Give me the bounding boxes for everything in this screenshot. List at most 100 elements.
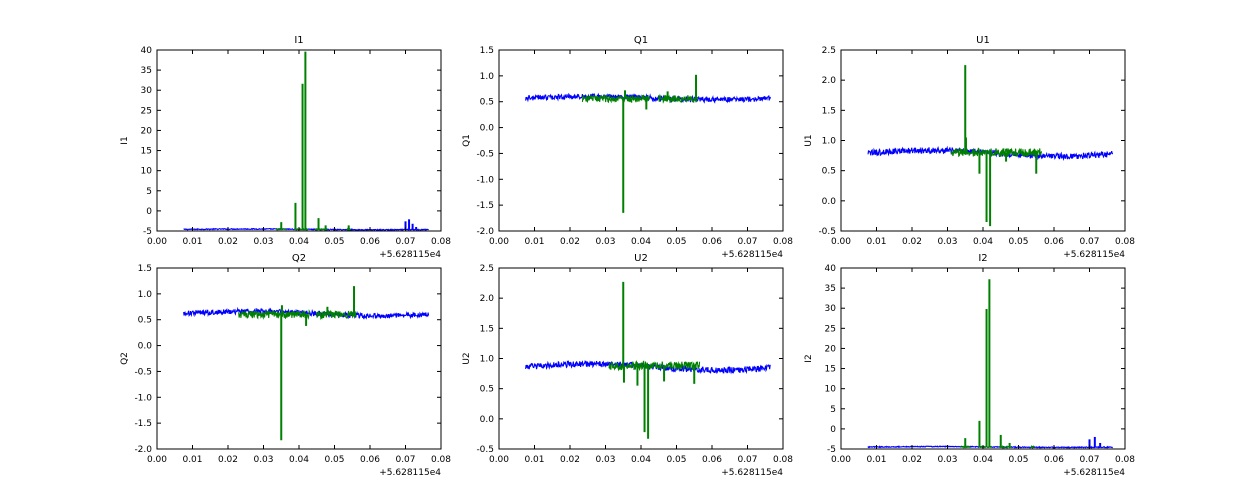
x-tick-label: 0.08	[1115, 455, 1135, 465]
x-tick-label: 0.05	[666, 237, 686, 247]
blue-series-line-0	[183, 306, 430, 320]
y-tick-label: 0.5	[822, 167, 836, 177]
x-tick-label: 0.02	[218, 237, 238, 247]
y-tick-label: 2.5	[822, 46, 836, 56]
y-tick-label: 0.0	[480, 415, 495, 425]
y-tick-label: 2.0	[822, 76, 837, 86]
green-series-line-1	[658, 93, 699, 104]
y-tick-label: 5	[146, 187, 152, 197]
x-tick-label: 0.00	[489, 455, 509, 465]
y-tick-label: 1.5	[480, 46, 494, 56]
axes-frame	[498, 49, 784, 232]
plot-area	[525, 281, 771, 439]
plot-area	[525, 74, 772, 213]
green-series-line-3	[346, 226, 351, 231]
y-tick-label: 0.5	[480, 98, 494, 108]
x-tick-label: 0.03	[595, 237, 615, 247]
x-tick-label: 0.00	[489, 237, 509, 247]
plot-area	[867, 65, 1114, 227]
y-tick-label: -0.5	[134, 367, 152, 377]
x-tick-label: 0.06	[1044, 237, 1064, 247]
subplot-i1: 0.00 0.01 0.02 0.03 0.04 0.05 0.06 0.07 0.08 -5 0 5…	[120, 35, 451, 260]
green-series-line-2	[998, 444, 1012, 449]
y-tick-label: 20	[825, 344, 837, 354]
y-tick-label: 0.5	[138, 316, 152, 326]
x-tick-label: 0.03	[253, 237, 273, 247]
subplot-u2: 0.00 0.01 0.02 0.03 0.04 0.05 0.06 0.07 0.08 -0.5…	[462, 253, 793, 478]
axes-frame	[156, 267, 442, 450]
y-tick-label: 1.0	[480, 72, 495, 82]
y-tick-label: 15	[141, 147, 152, 157]
x-tick-label: 0.02	[902, 455, 922, 465]
x-tick-label: 0.00	[831, 237, 851, 247]
y-axis-label: Q2	[120, 352, 130, 365]
x-offset-label: +5.628115e4	[1063, 250, 1125, 260]
x-tick-label: 0.05	[1008, 237, 1028, 247]
y-tick-label: 35	[141, 66, 152, 76]
y-axis-label: U1	[804, 134, 814, 146]
x-tick-label: 0.06	[360, 455, 380, 465]
x-tick-label: 0.01	[866, 237, 886, 247]
subplot-title: I2	[978, 253, 987, 264]
y-tick-label: 10	[141, 167, 153, 177]
x-tick-label: 0.06	[360, 237, 380, 247]
y-tick-label: 40	[141, 46, 153, 56]
y-tick-label: 1.5	[480, 324, 494, 334]
subplot-q2: 0.00 0.01 0.02 0.03 0.04 0.05 0.06 0.07 0.08 -2.0…	[120, 253, 451, 478]
subplot-i2: 0.00 0.01 0.02 0.03 0.04 0.05 0.06 0.07 0.08 -5 0 5…	[804, 253, 1135, 478]
x-tick-label: 0.03	[937, 237, 957, 247]
y-tick-label: 30	[825, 304, 837, 314]
y-tick-label: 10	[825, 385, 837, 395]
y-tick-label: 5	[830, 405, 836, 415]
x-tick-label: 0.08	[431, 455, 451, 465]
x-tick-label: 0.08	[773, 237, 793, 247]
x-tick-label: 0.02	[902, 237, 922, 247]
x-tick-label: 0.06	[1044, 455, 1064, 465]
y-tick-label: 0	[146, 207, 152, 217]
subplot-title: Q2	[292, 253, 306, 264]
y-tick-label: 40	[825, 264, 837, 274]
green-series-line-3	[1030, 444, 1035, 449]
y-tick-label: 1.5	[138, 264, 152, 274]
green-series-line-2	[314, 227, 328, 231]
green-series-line-0	[950, 147, 1043, 159]
y-tick-label: -5	[827, 445, 836, 455]
y-tick-label: -0.5	[476, 149, 494, 159]
x-tick-label: 0.06	[702, 455, 722, 465]
x-tick-label: 0.07	[395, 455, 415, 465]
y-tick-label: 25	[141, 106, 152, 116]
x-tick-label: 0.00	[147, 455, 167, 465]
subplot-title: U2	[634, 253, 648, 264]
x-offset-label: +5.628115e4	[379, 468, 441, 478]
y-tick-label: 1.5	[822, 106, 836, 116]
y-tick-label: 2.5	[480, 264, 494, 274]
x-tick-label: 0.02	[560, 455, 580, 465]
y-tick-label: 1.0	[822, 137, 837, 147]
axes-frame	[498, 267, 784, 450]
y-tick-label: -1.5	[476, 201, 494, 211]
plot-area	[867, 279, 1114, 449]
y-tick-label: -2.0	[476, 227, 494, 237]
y-tick-label: -1.0	[134, 393, 152, 403]
y-tick-label: -0.5	[476, 445, 494, 455]
x-offset-label: +5.628115e4	[379, 250, 441, 260]
y-axis-label: I1	[120, 136, 130, 144]
x-tick-label: 0.07	[395, 237, 415, 247]
x-tick-label: 0.02	[560, 237, 580, 247]
axes-frame	[156, 49, 442, 232]
x-tick-label: 0.01	[182, 455, 202, 465]
x-tick-label: 0.03	[595, 455, 615, 465]
y-tick-label: 0.5	[480, 385, 494, 395]
x-tick-label: 0.05	[324, 455, 344, 465]
x-tick-label: 0.07	[737, 455, 757, 465]
y-axis-label: Q1	[462, 134, 472, 147]
x-tick-label: 0.05	[666, 455, 686, 465]
x-tick-label: 0.08	[1115, 237, 1135, 247]
x-tick-label: 0.08	[431, 237, 451, 247]
x-tick-label: 0.07	[1079, 237, 1099, 247]
y-axis-label: U2	[462, 352, 472, 364]
subplot-title: U1	[976, 35, 990, 46]
y-tick-label: 15	[825, 365, 836, 375]
x-tick-label: 0.05	[1008, 455, 1028, 465]
